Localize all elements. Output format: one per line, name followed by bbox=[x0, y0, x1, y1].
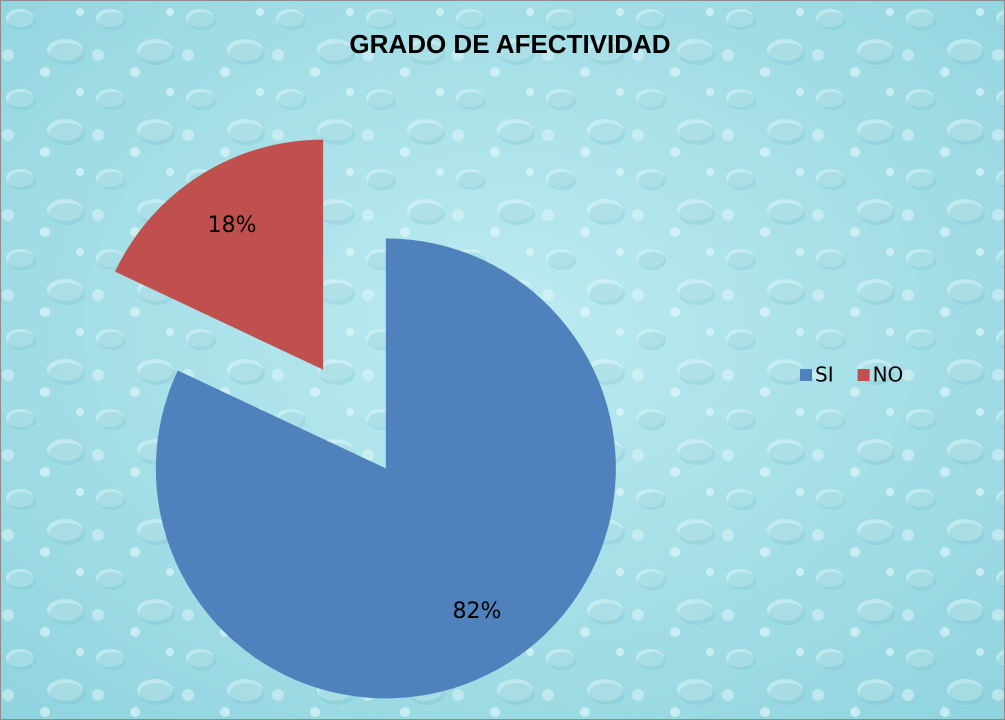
legend-swatch bbox=[800, 369, 812, 381]
data-label: 82% bbox=[452, 599, 501, 624]
pie-slice bbox=[155, 238, 616, 699]
legend-label: SI bbox=[815, 363, 834, 387]
chart-title: GRADO DE AFECTIVIDAD bbox=[349, 29, 670, 59]
legend-swatch bbox=[857, 369, 870, 381]
legend-label: NO bbox=[873, 363, 904, 387]
data-label: 18% bbox=[208, 213, 257, 238]
pie-slice bbox=[115, 139, 324, 370]
